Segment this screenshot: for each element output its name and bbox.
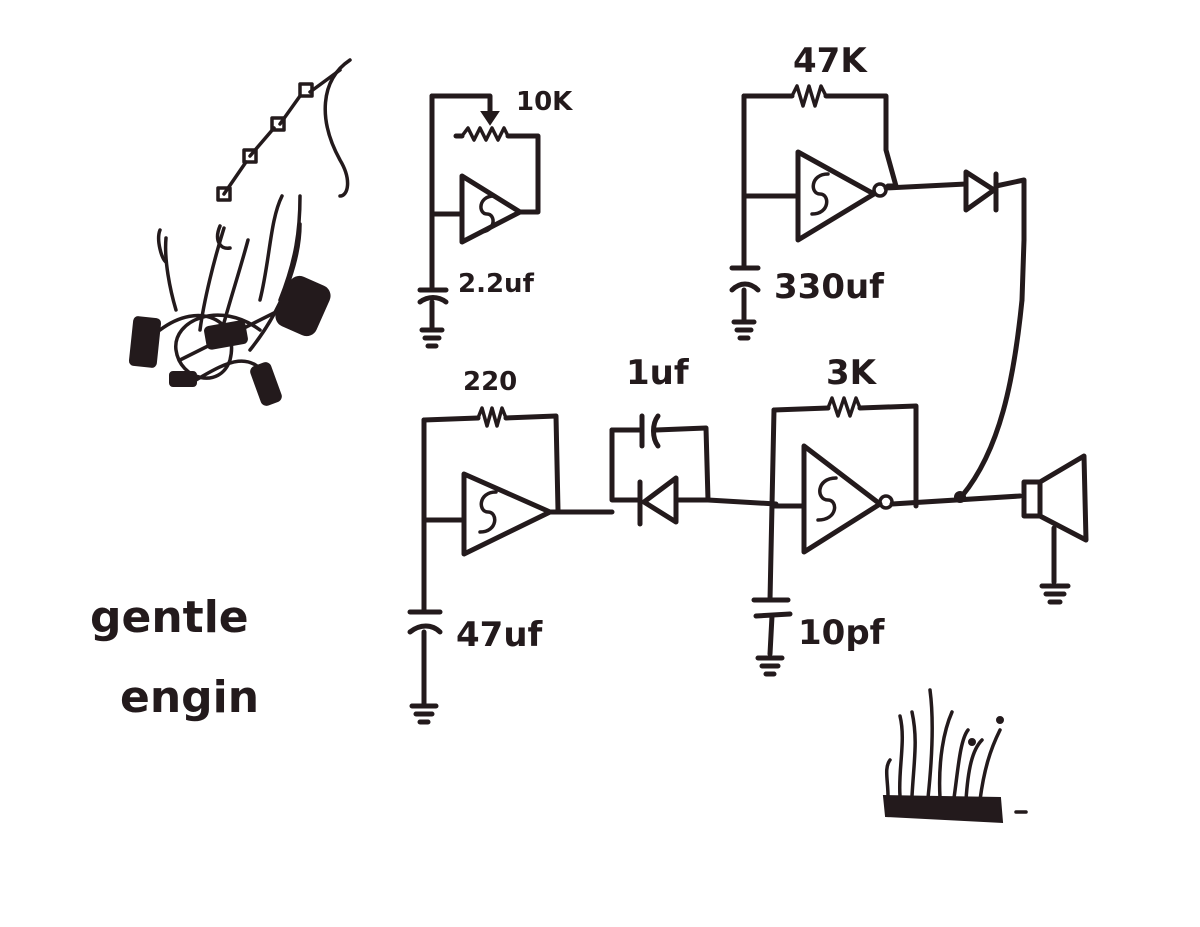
cap-2.2uf-label: 2.2uf	[458, 269, 535, 299]
capacitor-2.2uf-icon	[417, 287, 449, 333]
capacitor-330uf-icon	[729, 265, 761, 325]
oscillator-4: 3K 10pf	[751, 297, 1025, 677]
cap-330uf-label: 330uf	[774, 267, 885, 307]
resistor-3k-label: 3K	[826, 353, 878, 393]
ground-icon	[731, 319, 757, 341]
wire-mess-sketch	[128, 58, 352, 406]
pot-label: 10K	[516, 87, 573, 117]
speaker-icon	[1021, 453, 1089, 585]
schmitt-inverter-icon	[801, 443, 894, 555]
pot-wiper-icon	[480, 111, 500, 126]
junction-dot	[954, 491, 966, 503]
diode-icon	[637, 475, 679, 527]
coupling-network: 1uf	[609, 353, 779, 527]
pot-resistor-icon	[460, 126, 510, 142]
schmitt-inverter-icon	[795, 149, 888, 243]
schmitt-inverter-icon	[461, 471, 553, 557]
cap-1uf-label: 1uf	[626, 353, 690, 393]
resistor-47k-icon	[790, 84, 828, 108]
grass-sketch	[882, 688, 1028, 824]
title-line-1: gentle	[90, 592, 249, 643]
ground-icon	[409, 703, 439, 725]
resistor-47k-label: 47K	[793, 41, 868, 81]
oscillator-1: 10K 2.2uf	[417, 87, 573, 349]
resistor-220-label: 220	[463, 367, 517, 397]
oscillator-2: 47K 330uf	[729, 41, 1027, 341]
schmitt-inverter-icon	[459, 173, 523, 245]
capacitor-10pf-icon	[751, 597, 793, 657]
ground-icon	[1039, 583, 1071, 605]
capacitor-1uf-icon	[639, 413, 661, 449]
capacitor-47uf-icon	[407, 609, 443, 707]
ground-icon	[755, 655, 785, 677]
diode-icon	[963, 169, 999, 213]
oscillator-3: 220 47uf	[407, 367, 615, 725]
cap-47uf-label: 47uf	[456, 615, 544, 655]
cap-10pf-label: 10pf	[798, 613, 886, 653]
ground-icon	[419, 327, 445, 349]
resistor-3k-icon	[826, 396, 862, 418]
resistor-220-icon	[476, 406, 508, 428]
title-line-2: engin	[120, 672, 259, 723]
